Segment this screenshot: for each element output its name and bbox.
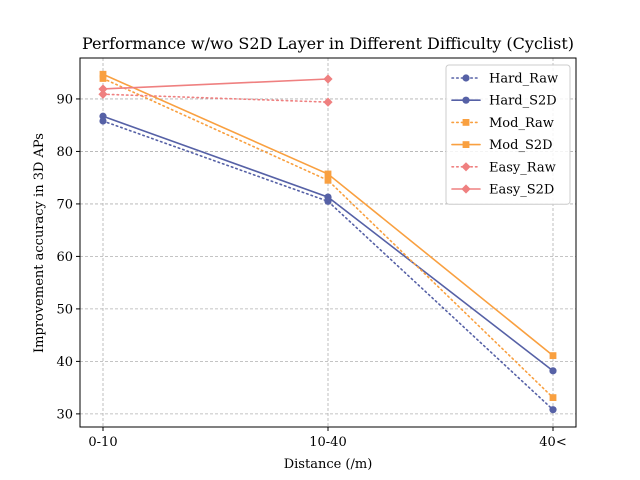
legend-item-mod-raw: Mod_Raw (451, 116, 554, 131)
legend-label: Hard_Raw (489, 72, 558, 87)
legend-marker (462, 96, 470, 104)
legend-marker (462, 141, 470, 148)
data-point-mod-raw (99, 75, 107, 82)
y-tick-label: 30 (56, 407, 73, 422)
legend-marker (462, 119, 470, 126)
series-mod-raw (99, 75, 557, 402)
y-tick-label: 90 (56, 92, 73, 107)
legend-label: Easy_Raw (489, 160, 556, 175)
legend-marker (461, 162, 471, 172)
x-tick-label: 40< (539, 435, 566, 450)
legend-item-easy-raw: Easy_Raw (451, 160, 556, 175)
series-easy-s2d (98, 74, 333, 94)
series-line-easy-raw (102, 93, 329, 103)
data-point-mod-s2d (549, 352, 557, 360)
series-layer (98, 70, 557, 414)
data-point-mod-s2d (99, 70, 107, 78)
data-point-mod-s2d (324, 170, 332, 178)
x-axis-label: Distance (/m) (284, 457, 373, 472)
legend-item-easy-s2d: Easy_S2D (451, 183, 554, 198)
data-point-easy-s2d (98, 84, 108, 94)
data-point-hard-raw (549, 406, 557, 414)
chart-title: Performance w/wo S2D Layer in Different … (82, 34, 574, 53)
series-line-mod-raw (102, 77, 554, 399)
legend-marker (462, 74, 470, 82)
y-axis-label: Improvement accuracy in 3D APs (32, 133, 47, 353)
data-point-mod-raw (549, 394, 557, 402)
data-point-easy-raw (98, 89, 108, 99)
legend-marker (461, 184, 471, 194)
y-tick-label: 60 (56, 250, 73, 265)
legend-label: Mod_S2D (489, 138, 553, 153)
legend-item-mod-s2d: Mod_S2D (451, 138, 553, 153)
data-point-hard-s2d (99, 112, 107, 120)
series-line-easy-s2d (102, 78, 329, 90)
x-tick-label: 0-10 (88, 435, 117, 450)
data-point-easy-raw (323, 97, 333, 107)
ticks: 0-10 10-40 40< 30 40 50 60 70 80 90 (56, 92, 566, 450)
data-point-hard-s2d (324, 193, 332, 201)
data-point-mod-raw (324, 176, 332, 184)
series-mod-s2d (99, 70, 557, 360)
series-hard-s2d (99, 112, 557, 375)
legend: Hard_Raw Hard_S2D Mod_Raw Mod_S2D Easy_Raw Ea… (445, 64, 571, 205)
data-point-hard-s2d (549, 367, 557, 375)
y-tick-label: 70 (56, 197, 73, 212)
legend-label: Easy_S2D (489, 183, 554, 198)
y-tick-label: 80 (56, 145, 73, 160)
legend-label: Hard_S2D (489, 94, 557, 109)
legend-item-hard-s2d: Hard_S2D (451, 94, 557, 109)
x-tick-label: 10-40 (309, 435, 346, 450)
series-easy-raw (98, 89, 333, 107)
y-tick-label: 50 (56, 302, 73, 317)
data-point-easy-s2d (323, 74, 333, 84)
legend-item-hard-raw: Hard_Raw (451, 72, 558, 87)
y-tick-label: 40 (56, 355, 73, 370)
legend-label: Mod_Raw (489, 116, 554, 131)
